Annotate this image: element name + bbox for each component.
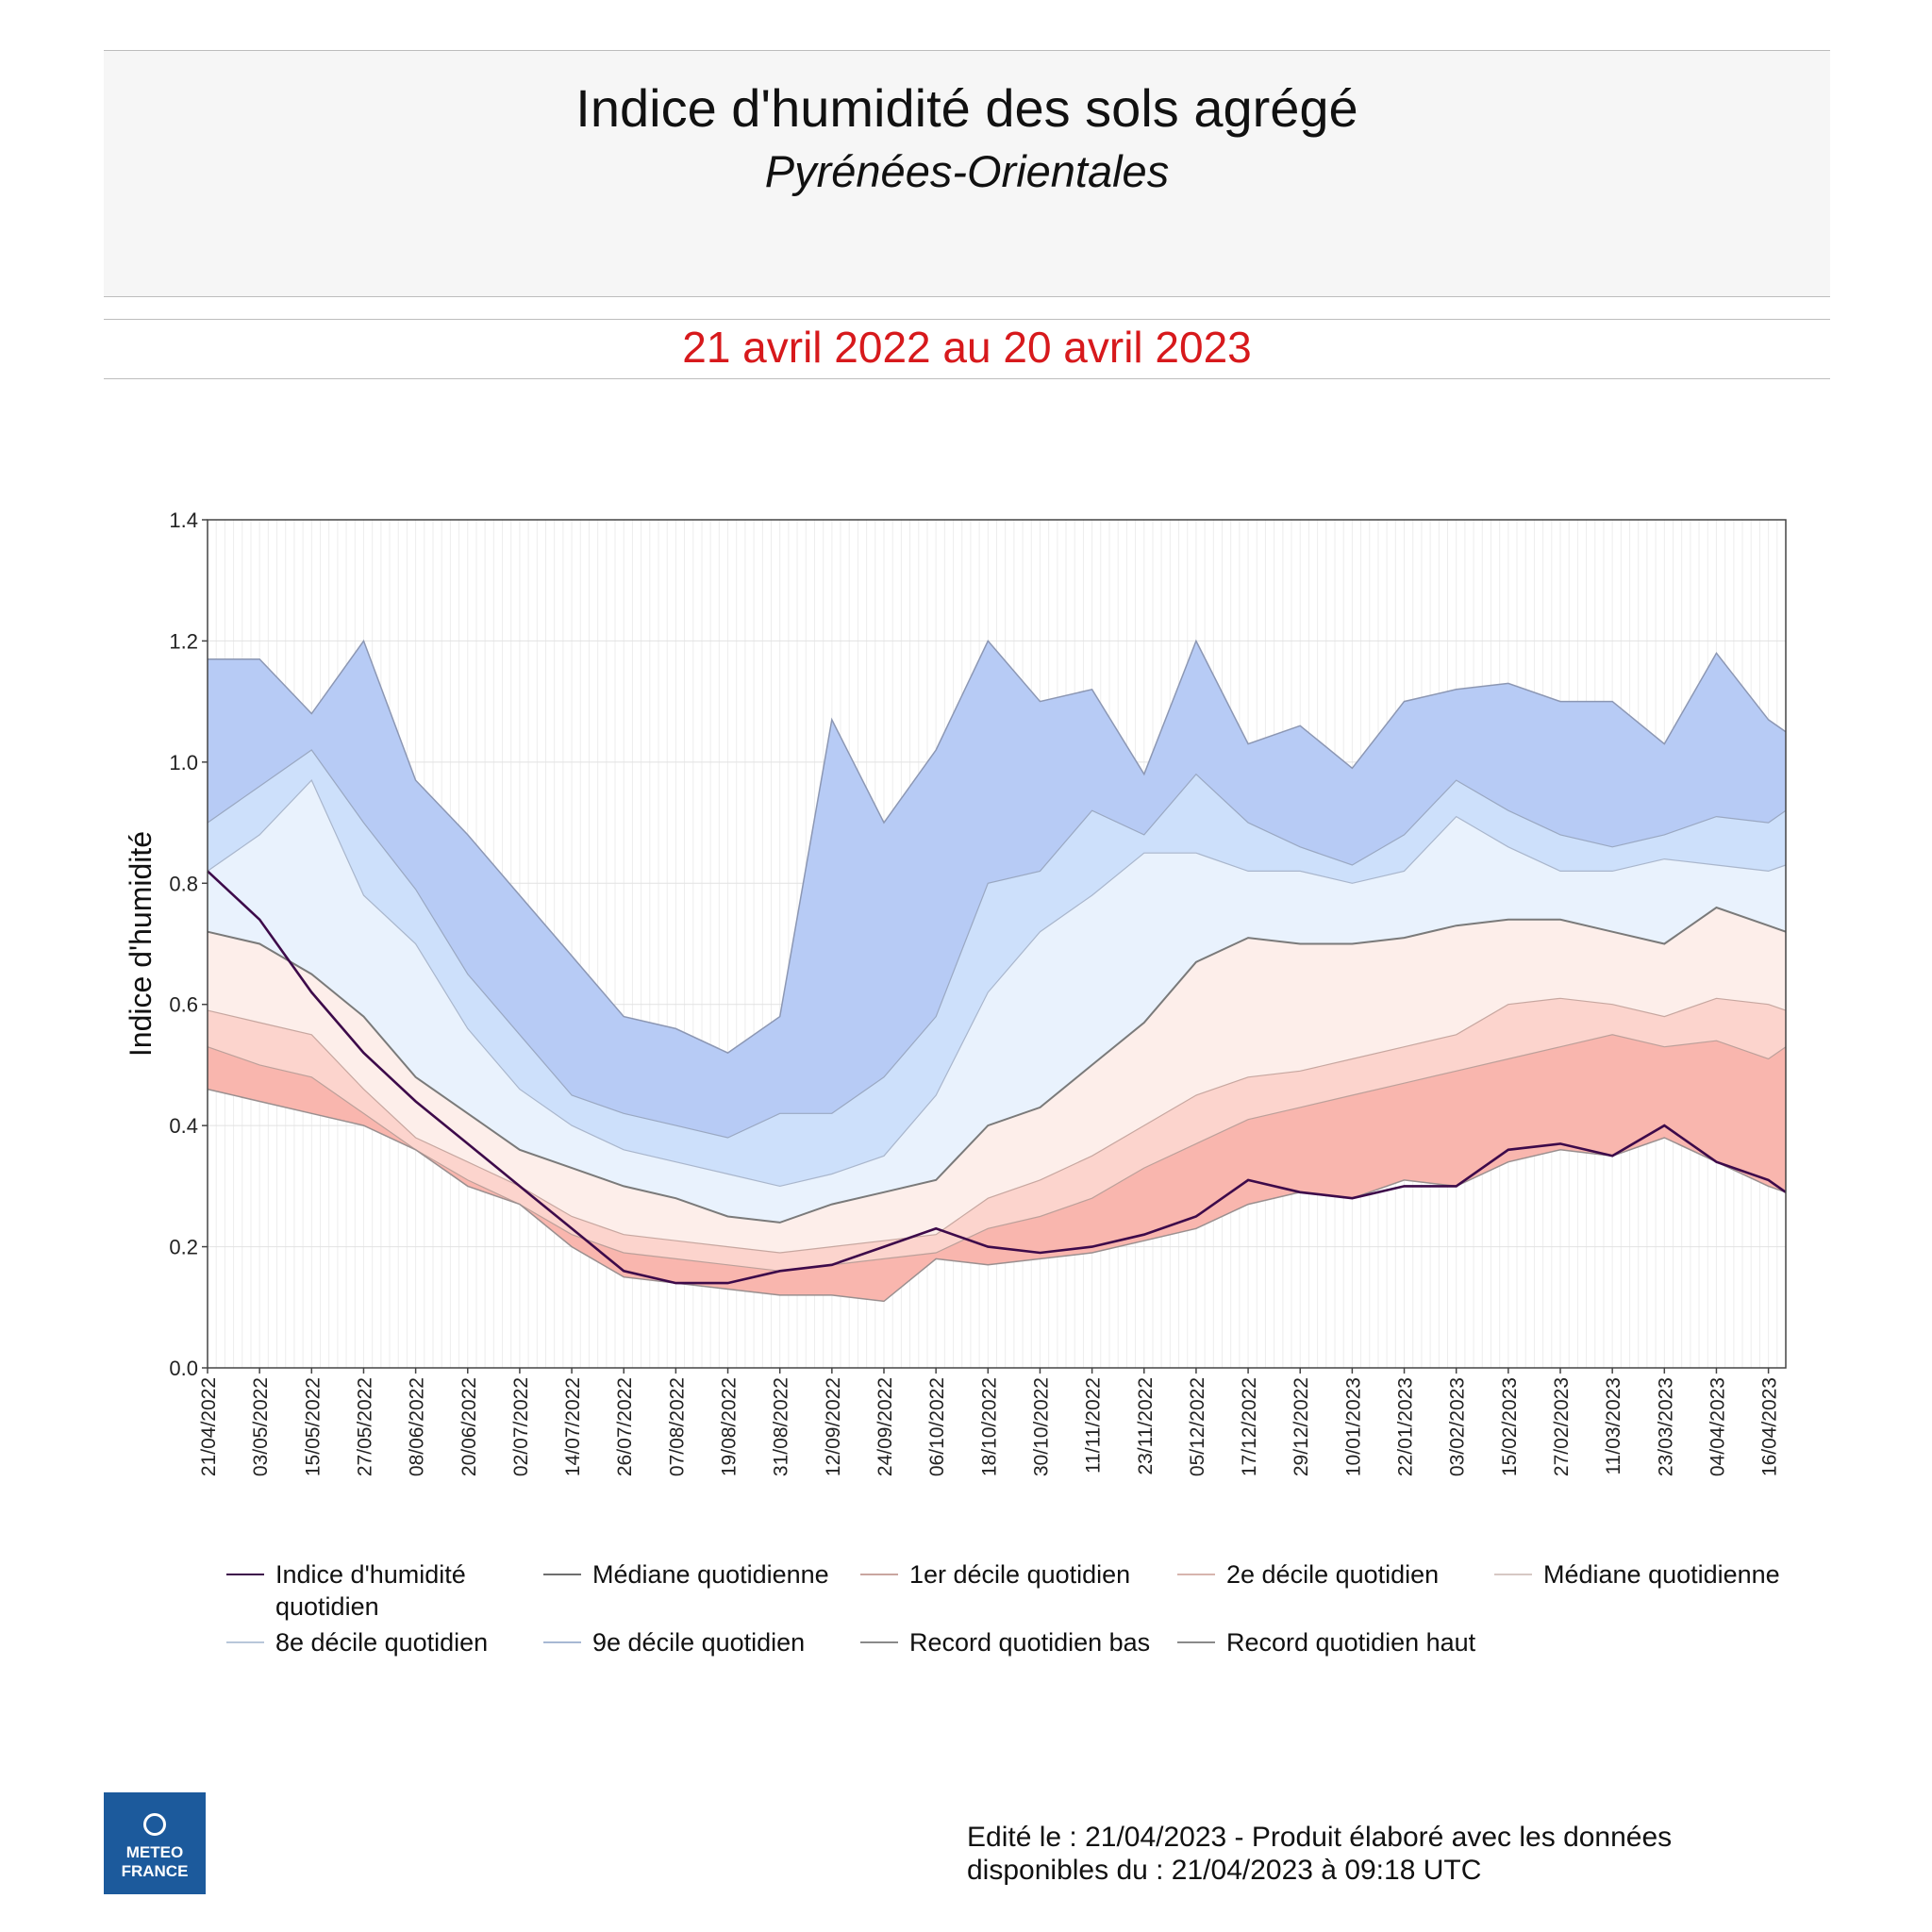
y-tick-label: 0.4 [169, 1114, 198, 1138]
x-tick-label: 23/03/2023 [1655, 1377, 1676, 1476]
meteo-france-logo-icon [143, 1813, 166, 1836]
legend-swatch [543, 1641, 581, 1643]
band-2nd-1st-decile [208, 998, 1786, 1272]
legend-label: 2e décile quotidien [1226, 1560, 1440, 1589]
band-8th-decile-median [208, 780, 1786, 1223]
band-9th-8th-decile [208, 750, 1786, 1187]
legend-label: Record quotidien haut [1226, 1628, 1476, 1657]
x-tick-label: 27/02/2023 [1551, 1377, 1573, 1476]
legend-label: 8e décile quotidien [275, 1628, 489, 1657]
legend-swatch [543, 1574, 581, 1575]
x-tick-label: 03/05/2022 [250, 1377, 272, 1476]
chart-subtitle: Pyrénées-Orientales [764, 146, 1170, 196]
series-line-1st-decile [207, 1034, 1787, 1272]
y-tick-label: 1.2 [169, 629, 198, 653]
legend-label: 9e décile quotidien [592, 1628, 806, 1657]
x-tick-label: 26/07/2022 [614, 1377, 636, 1476]
series-line-9th-decile [207, 749, 1787, 1139]
legend-swatch [226, 1641, 264, 1643]
period-band: 21 avril 2022 au 20 avril 2023 [104, 319, 1830, 379]
x-tick-label: 16/04/2023 [1759, 1377, 1781, 1476]
logo-text-line2: FRANCE [121, 1862, 189, 1880]
x-tick-label: 03/02/2023 [1447, 1377, 1469, 1476]
legend-swatch [226, 1574, 264, 1575]
x-tick-label: 20/06/2022 [458, 1377, 480, 1476]
x-tick-label: 23/11/2022 [1135, 1377, 1157, 1475]
footer-line2: disponibles du : 21/04/2023 à 09:18 UTC [967, 1855, 1482, 1886]
y-tick-label: 1.4 [169, 508, 198, 532]
x-tick-label: 06/10/2022 [926, 1377, 948, 1476]
x-tick-label: 11/03/2023 [1603, 1377, 1624, 1475]
x-tick-label: 07/08/2022 [666, 1377, 688, 1476]
band-1st-decile-record-low [208, 1034, 1786, 1302]
x-tick-label: 29/12/2022 [1291, 1377, 1312, 1476]
chart-title: Indice d'humidité des sols agrégé [575, 78, 1358, 138]
band-record-high-9th-decile [208, 641, 1786, 1138]
x-tick-label: 17/12/2022 [1239, 1377, 1260, 1476]
y-tick-label: 0.2 [169, 1236, 198, 1259]
band-median-2nd-decile [208, 908, 1786, 1253]
series-line-2nd-decile [207, 997, 1787, 1254]
x-tick-label: 14/07/2022 [562, 1377, 584, 1476]
y-axis-label: Indice d'humidité [124, 831, 158, 1057]
y-tick-label: 0.6 [169, 993, 198, 1017]
series-line-record-low [207, 1088, 1787, 1303]
x-tick-label: 27/05/2022 [354, 1377, 375, 1476]
x-tick-label: 22/01/2023 [1395, 1377, 1417, 1476]
x-tick-label: 24/09/2022 [874, 1377, 896, 1476]
series-line-record-high [208, 639, 1787, 1054]
legend-label: Médiane quotidienne [592, 1560, 829, 1589]
y-tick-label: 0.0 [169, 1357, 198, 1380]
plot-frame [207, 519, 1787, 1369]
legend-swatch [860, 1641, 898, 1643]
series-line-current-index [207, 870, 1787, 1285]
legend-swatch [1177, 1641, 1215, 1643]
legend-swatch [1494, 1574, 1532, 1575]
y-tick-label: 1.0 [169, 751, 198, 774]
logo-text-line1: METEO [125, 1843, 184, 1861]
legend-label: Record quotidien bas [909, 1628, 1151, 1657]
y-tick-label: 0.8 [169, 872, 198, 895]
meteo-france-logo: METEO FRANCE [104, 1792, 206, 1894]
footer-line1: Edité le : 21/04/2023 - Produit élaboré … [967, 1822, 1673, 1853]
x-tick-label: 10/01/2023 [1342, 1377, 1364, 1476]
period-label: 21 avril 2022 au 20 avril 2023 [682, 323, 1252, 372]
x-tick-label: 11/11/2022 [1083, 1377, 1105, 1474]
x-tick-label: 21/04/2022 [198, 1377, 220, 1476]
footer-note: Edité le : 21/04/2023 - Produit élaboré … [967, 1821, 1672, 1887]
legend-label: Indice d'humidité quotidien [275, 1560, 466, 1621]
legend-swatch [1177, 1574, 1215, 1575]
x-tick-label: 19/08/2022 [719, 1377, 741, 1476]
legend-swatch [860, 1574, 898, 1575]
soil-moisture-chart: 0.0 0.2 0.4 0.6 0.8 1.0 1.2 1.4 21/04/2022 03/05/… [124, 508, 1787, 1476]
x-tick-label: 15/02/2023 [1499, 1377, 1521, 1476]
x-tick-label: 05/12/2022 [1187, 1377, 1208, 1476]
x-tick-label: 30/10/2022 [1030, 1377, 1052, 1476]
x-tick-label: 31/08/2022 [771, 1377, 792, 1476]
x-tick-label: 02/07/2022 [510, 1377, 532, 1476]
x-tick-label: 04/04/2023 [1707, 1377, 1728, 1476]
legend-label: Médiane quotidienne [1543, 1560, 1780, 1589]
header-panel: Indice d'humidité des sols agrégé Pyréné… [104, 50, 1830, 297]
x-tick-label: 15/05/2022 [302, 1377, 324, 1476]
series-line-8th-decile [207, 779, 1787, 1188]
x-tick-label: 18/10/2022 [978, 1377, 1000, 1476]
x-tick-label: 08/06/2022 [407, 1377, 428, 1476]
legend-label: 1er décile quotidien [909, 1560, 1131, 1589]
series-line-median [207, 906, 1787, 1224]
x-tick-label: 12/09/2022 [823, 1377, 844, 1476]
